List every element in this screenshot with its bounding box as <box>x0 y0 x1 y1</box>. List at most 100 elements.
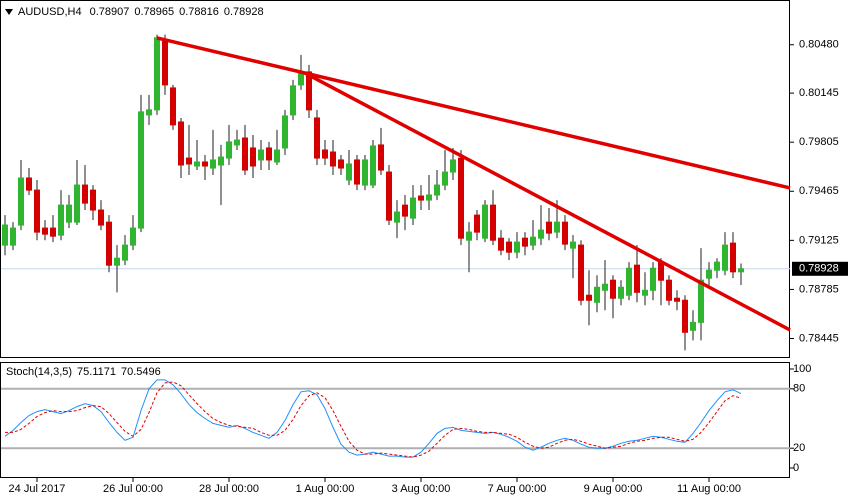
candle-body <box>138 111 144 229</box>
candle-body <box>626 267 632 296</box>
price-tag <box>792 261 848 276</box>
candle-body <box>10 227 16 246</box>
candle-body <box>290 85 296 116</box>
candle-body <box>578 244 584 301</box>
y-tick-label: 0.80480 <box>799 39 839 51</box>
candle-body <box>258 149 264 161</box>
candle-body <box>490 204 496 241</box>
candle-body <box>18 177 24 226</box>
y-tick-label: 0.78785 <box>799 283 839 295</box>
candle-body <box>266 147 272 161</box>
x-tick-label: 9 Aug 00:00 <box>584 483 643 495</box>
indicator-name: Stoch(14,3,5) <box>6 366 72 378</box>
candle-body <box>74 184 80 223</box>
candle-body <box>594 286 600 303</box>
candle-body <box>650 267 656 291</box>
x-tick-label: 11 Aug 00:00 <box>677 483 741 495</box>
candle-body <box>714 261 720 271</box>
header-close: 0.78928 <box>224 6 264 18</box>
candle-body <box>122 244 128 261</box>
candle-body <box>210 159 216 169</box>
candle-body <box>690 321 696 331</box>
candle-body <box>538 229 544 239</box>
candle-body <box>330 151 336 167</box>
symbol: AUDUSD,H4 <box>18 6 82 18</box>
candle-body <box>618 286 624 299</box>
candle-body <box>338 159 344 169</box>
candle-body <box>546 221 552 234</box>
candle-body <box>522 237 528 247</box>
candle-body <box>610 279 616 299</box>
y-tick-label: 0.79805 <box>799 136 839 148</box>
candle-body <box>706 269 712 279</box>
x-tick-label: 7 Aug 00:00 <box>488 483 547 495</box>
trend-line <box>156 36 791 190</box>
candle-body <box>162 39 168 86</box>
indicator-y-tick-label: 20 <box>793 442 805 454</box>
candle-body <box>586 294 592 301</box>
candle-body <box>722 244 728 271</box>
candle-body <box>314 117 320 159</box>
candle-body <box>514 241 520 253</box>
chart-header: AUDUSD,H4 0.78907 0.78965 0.78816 0.78928 <box>18 6 264 18</box>
candle-body <box>394 211 400 223</box>
candle-body <box>98 209 104 226</box>
candle-body <box>442 171 448 186</box>
candle-body <box>194 161 200 167</box>
x-tick-label: 24 Jul 2017 <box>9 483 66 495</box>
candle-body <box>562 221 568 245</box>
candle-body <box>146 109 152 116</box>
y-tick-label: 0.80145 <box>799 87 839 99</box>
candle-body <box>282 115 288 149</box>
indicator-line <box>5 381 742 458</box>
indicator-line <box>4 379 742 458</box>
candle-body <box>666 279 672 301</box>
candle-body <box>346 163 352 181</box>
candle-body <box>570 241 576 249</box>
candle-body <box>450 159 456 173</box>
candle-body <box>90 189 96 211</box>
indicator-y-tick-label: 80 <box>793 383 805 395</box>
candle-body <box>474 214 480 233</box>
candle-body <box>26 177 32 191</box>
candle-body <box>730 242 736 273</box>
candle-body <box>554 221 560 233</box>
candle-body <box>250 147 256 167</box>
candle-body <box>114 257 120 266</box>
indicator-header: Stoch(14,3,5) 75.1171 70.5496 <box>6 366 161 378</box>
candle-body <box>658 261 664 281</box>
x-tick-label: 3 Aug 00:00 <box>392 483 451 495</box>
candle-body <box>274 149 280 163</box>
x-tick-label: 28 Jul 00:00 <box>199 483 259 495</box>
candle-body <box>106 221 112 266</box>
candle-body <box>362 159 368 186</box>
indicator-y-tick-label: 0 <box>793 462 799 474</box>
indicator-y-tick-label: 100 <box>793 363 811 375</box>
indicator-main-value: 75.1171 <box>77 366 116 378</box>
candle-body <box>354 159 360 185</box>
candle-body <box>34 189 40 233</box>
candle-body <box>466 231 472 241</box>
candle-body <box>234 139 240 146</box>
candle-body <box>130 227 136 246</box>
candle-body <box>642 289 648 296</box>
candle-body <box>674 297 680 302</box>
trend-line <box>304 71 791 332</box>
price-tag-label: 0.78928 <box>799 263 839 275</box>
candle-body <box>154 37 160 111</box>
candle-body <box>82 184 88 204</box>
candle-body <box>634 264 640 293</box>
indicator-panel <box>0 362 790 478</box>
main-panel <box>0 0 790 358</box>
x-tick-label: 26 Jul 00:00 <box>103 483 163 495</box>
candle-body <box>506 241 512 253</box>
candle-body <box>426 194 432 201</box>
candle-body <box>202 161 208 167</box>
candle-body <box>322 149 328 159</box>
candle-body <box>66 204 72 223</box>
menu-icon <box>5 9 13 15</box>
candle-body <box>2 224 8 246</box>
candle-body <box>410 197 416 219</box>
